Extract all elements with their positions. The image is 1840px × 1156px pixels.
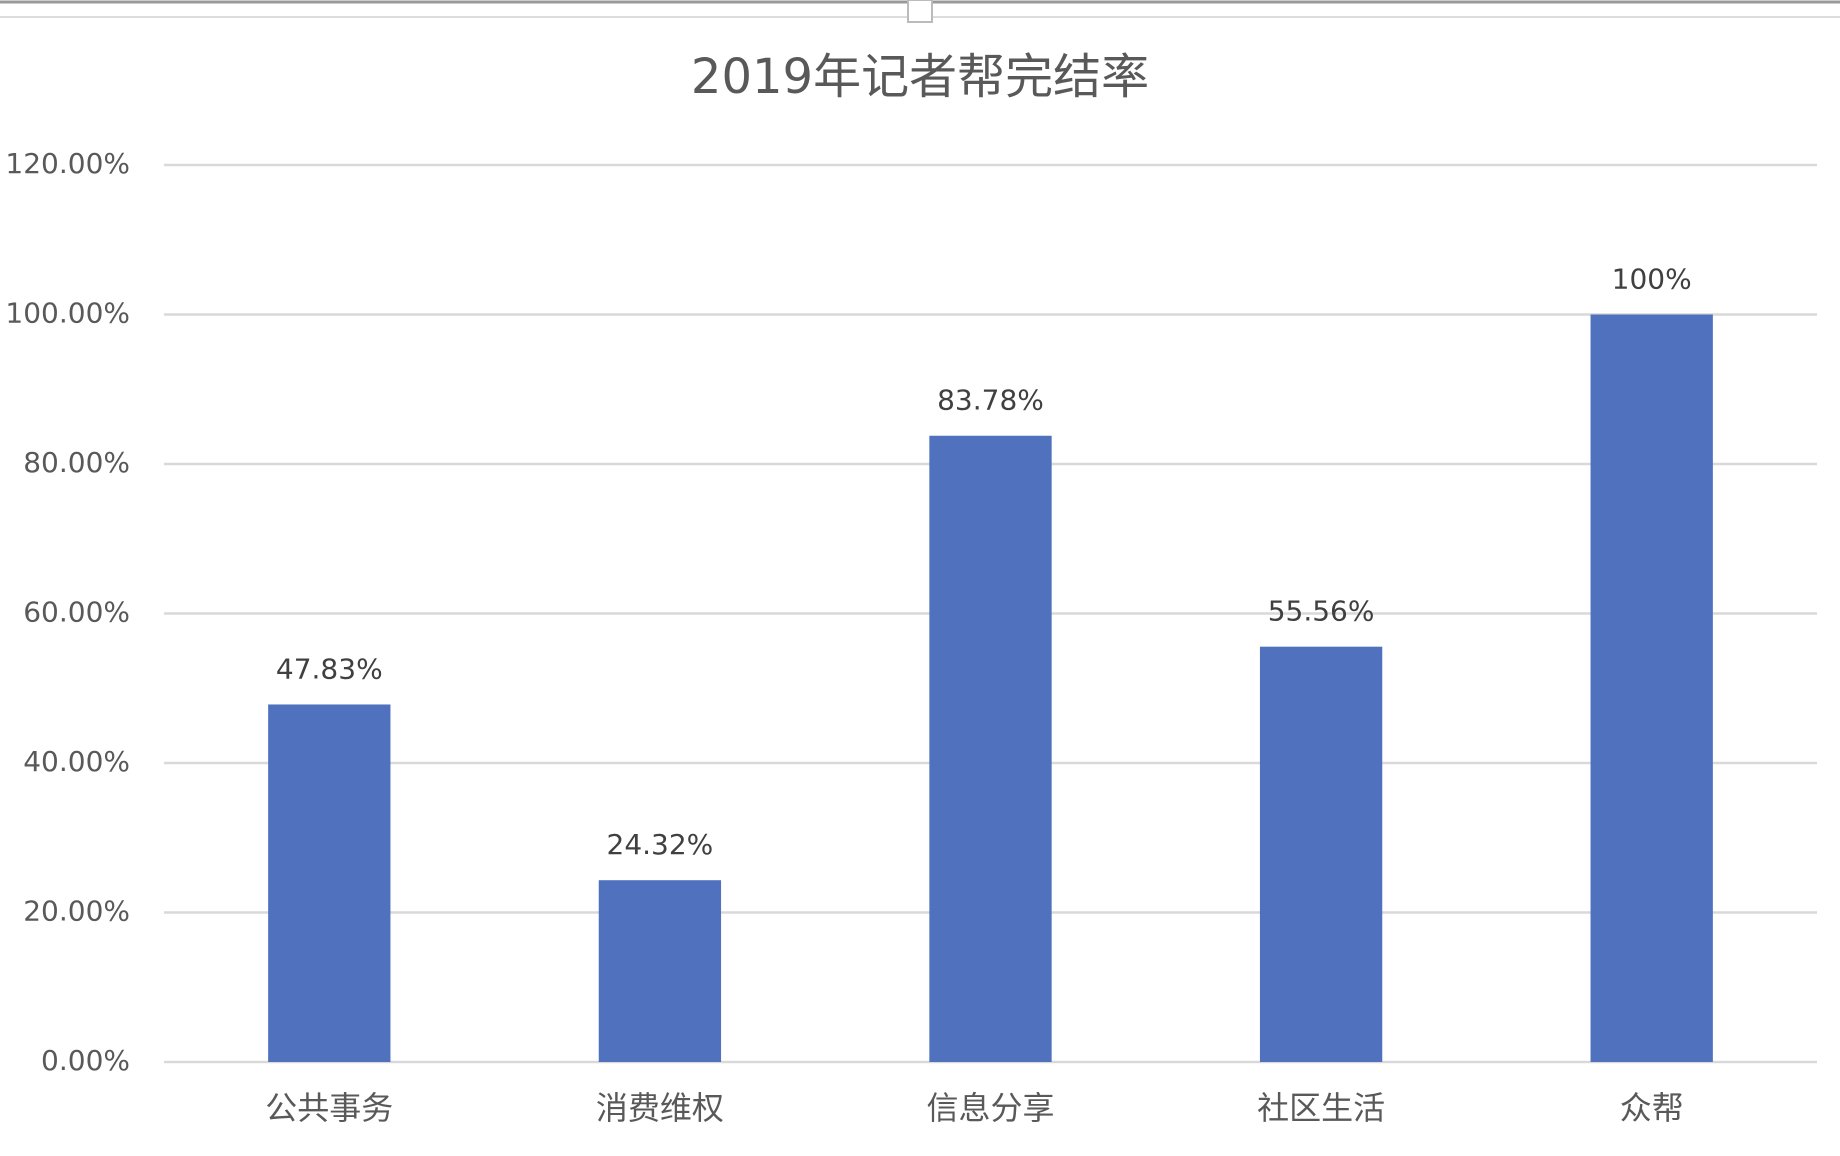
bar [1590,314,1713,1062]
bar [268,704,391,1062]
resize-handle [907,0,933,23]
data-label: 83.78% [937,384,1044,417]
x-tick-label: 众帮 [1620,1089,1684,1127]
y-tick-label: 120.00% [5,147,130,180]
data-label: 24.32% [607,828,714,861]
x-tick-label: 消费维权 [596,1089,724,1127]
x-tick-label: 公共事务 [265,1089,393,1127]
bar [1259,646,1383,1062]
y-tick-label: 40.00% [23,745,130,778]
y-tick-label: 0.00% [41,1044,130,1077]
x-tick-label: 社区生活 [1257,1089,1385,1127]
data-label: 47.83% [276,652,383,685]
bar [598,880,722,1062]
y-tick-label: 20.00% [23,895,130,928]
data-label: 100% [1612,263,1692,296]
x-tick-label: 信息分享 [926,1089,1054,1127]
y-tick-label: 80.00% [23,446,130,479]
data-label: 55.56% [1268,595,1375,628]
y-tick-label: 100.00% [5,297,130,330]
bar [929,435,1052,1062]
chart-title: 2019年记者帮完结率 [691,49,1149,105]
y-tick-label: 60.00% [23,596,130,629]
